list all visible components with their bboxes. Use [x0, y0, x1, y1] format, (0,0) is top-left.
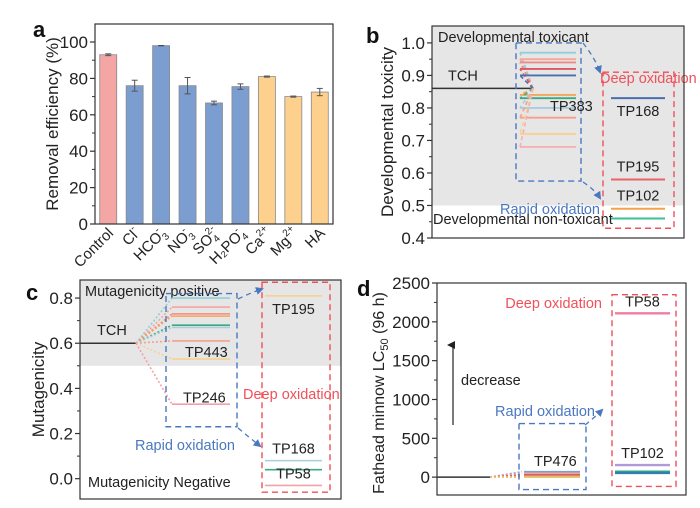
- y-tick-label: 0.5: [401, 196, 425, 215]
- plot-frame: [79, 279, 342, 500]
- y-axis-label: Mutagenicity: [29, 341, 48, 437]
- region-label-positive: Developmental toxicant: [438, 30, 589, 46]
- decrease-label: decrease: [461, 373, 521, 389]
- parent-tch-label: TCH: [448, 68, 478, 84]
- plot-frame: [436, 282, 687, 496]
- region-label-negative: Developmental non-toxicant: [433, 212, 613, 228]
- tp-label-tp383: TP383: [550, 99, 593, 115]
- transition-arrow-0: [584, 408, 604, 426]
- y-tick-label: 2000: [392, 313, 430, 332]
- bar-7: [284, 96, 303, 225]
- bar-8: [310, 91, 329, 225]
- y-axis-label: Fathead minnow LC50 (96 h): [371, 292, 391, 494]
- positive-region: [80, 280, 341, 366]
- bar-6: [257, 76, 276, 225]
- x-tick-label-7: Mg2+: [266, 223, 302, 259]
- y-tick-label: 0.7: [401, 131, 425, 150]
- y-tick-label: 0.0: [49, 470, 73, 489]
- plot-frame: [94, 23, 334, 225]
- y-tick-label: 0.4: [49, 379, 73, 398]
- y-tick-label: 0: [421, 468, 430, 487]
- tp-label-tp168: TP168: [617, 104, 660, 120]
- y-axis-label: Developmental toxicity: [378, 46, 397, 217]
- x-tick-label-1: Cl-: [118, 223, 144, 249]
- tp-label-tp58: TP58: [276, 466, 311, 482]
- y-tick-label: 1.0: [401, 34, 425, 53]
- y-tick-label: 0.2: [49, 425, 73, 444]
- panel-b-developmental-toxicity: Developmental toxicant Developmental non-…: [378, 25, 697, 248]
- tp-label-tp195: TP195: [617, 159, 660, 175]
- connector-6: [519, 87, 534, 99]
- y-tick-label: 1000: [392, 390, 430, 409]
- tp-label-tp476: TP476: [534, 454, 577, 470]
- rapid-oxidation-box: [165, 292, 238, 428]
- tp-label-tp443: TP443: [185, 345, 228, 361]
- panel-letter-c: c: [26, 280, 38, 305]
- bar-4: [205, 102, 223, 225]
- plot-background: [437, 283, 686, 495]
- y-tick-label: 2500: [392, 274, 430, 293]
- region-label-positive: Mutagenicity positive: [85, 284, 220, 300]
- panel-letter-b: b: [366, 23, 379, 48]
- y-tick-label: 80: [69, 69, 88, 88]
- deep-oxidation-label: Deep oxidation: [505, 296, 602, 312]
- panel-d-fathead-minnow-lc50: Rapid oxidation TP476 Deep oxidation TP58 TP…: [371, 274, 687, 496]
- panel-a-removal-efficiency: Control Cl-HCO3- NO3-SO42-H₂PO4-Ca2+Mg2+ HA…: [43, 23, 334, 271]
- rapid-oxidation-label: Rapid oxidation: [135, 438, 235, 454]
- deep-oxidation-label: Deep oxidation: [600, 71, 697, 87]
- bar-0: [99, 54, 118, 225]
- deep-oxidation-box: [602, 71, 675, 229]
- connector-1: [135, 306, 173, 344]
- tp-label-tp102: TP102: [617, 189, 660, 205]
- y-tick-label: 0.6: [401, 164, 425, 183]
- connector-10: [519, 88, 534, 148]
- y-tick-label: 0.8: [49, 289, 73, 308]
- connector-4: [519, 74, 534, 89]
- tp-label-tp168: TP168: [272, 442, 315, 458]
- parent-tch-label: TCH: [97, 323, 127, 339]
- bar-2: [152, 45, 171, 225]
- rapid-oxidation-label: Rapid oxidation: [500, 202, 600, 218]
- y-tick-label: 0.6: [49, 334, 73, 353]
- y-tick-label: 60: [69, 106, 88, 125]
- positive-region: [432, 26, 684, 206]
- y-tick-label: 20: [69, 179, 88, 198]
- y-tick-label: 40: [69, 142, 88, 161]
- deep-oxidation-box: [261, 281, 331, 493]
- connector-8: [519, 88, 534, 119]
- transition-arrow-1: [582, 181, 602, 200]
- bar-3: [178, 85, 197, 225]
- deep-oxidation-label: Deep oxidation: [243, 387, 340, 403]
- region-label-negative: Mutagenicity Negative: [88, 475, 231, 491]
- tp-label-tp246: TP246: [183, 390, 226, 406]
- tp-label-tp195: TP195: [272, 302, 315, 318]
- bar-5: [231, 86, 250, 225]
- panel-letter-a: a: [33, 17, 46, 42]
- rapid-oxidation-label: Rapid oxidation: [495, 404, 595, 420]
- y-tick-label: 0.9: [401, 66, 425, 85]
- x-tick-label-8: HA: [302, 225, 329, 252]
- y-tick-label: 0.4: [401, 229, 425, 248]
- bar-1: [125, 85, 144, 225]
- y-tick-label: 100: [60, 33, 88, 52]
- deep-oxidation-box: [611, 293, 677, 488]
- panel-letter-d: d: [357, 276, 370, 301]
- tp-label-tp58: TP58: [625, 294, 660, 310]
- y-tick-label: 1500: [392, 352, 430, 371]
- plot-frame: [431, 25, 685, 239]
- y-tick-label: 0.8: [401, 99, 425, 118]
- y-tick-label: 500: [402, 429, 430, 448]
- y-tick-label: 0: [79, 215, 88, 234]
- transition-arrow-0: [582, 42, 602, 74]
- tp-label-tp102: TP102: [621, 446, 664, 462]
- panel-c-mutagenicity: Mutagenicity positive Mutagenicity Negati…: [29, 279, 342, 500]
- rapid-oxidation-box: [515, 42, 582, 182]
- transition-arrow-0: [237, 287, 264, 300]
- rapid-oxidation-box: [518, 422, 587, 491]
- y-axis-label: Removal efficiency (%): [43, 37, 62, 211]
- transition-arrow-1: [237, 427, 262, 448]
- connector-0: [135, 297, 173, 344]
